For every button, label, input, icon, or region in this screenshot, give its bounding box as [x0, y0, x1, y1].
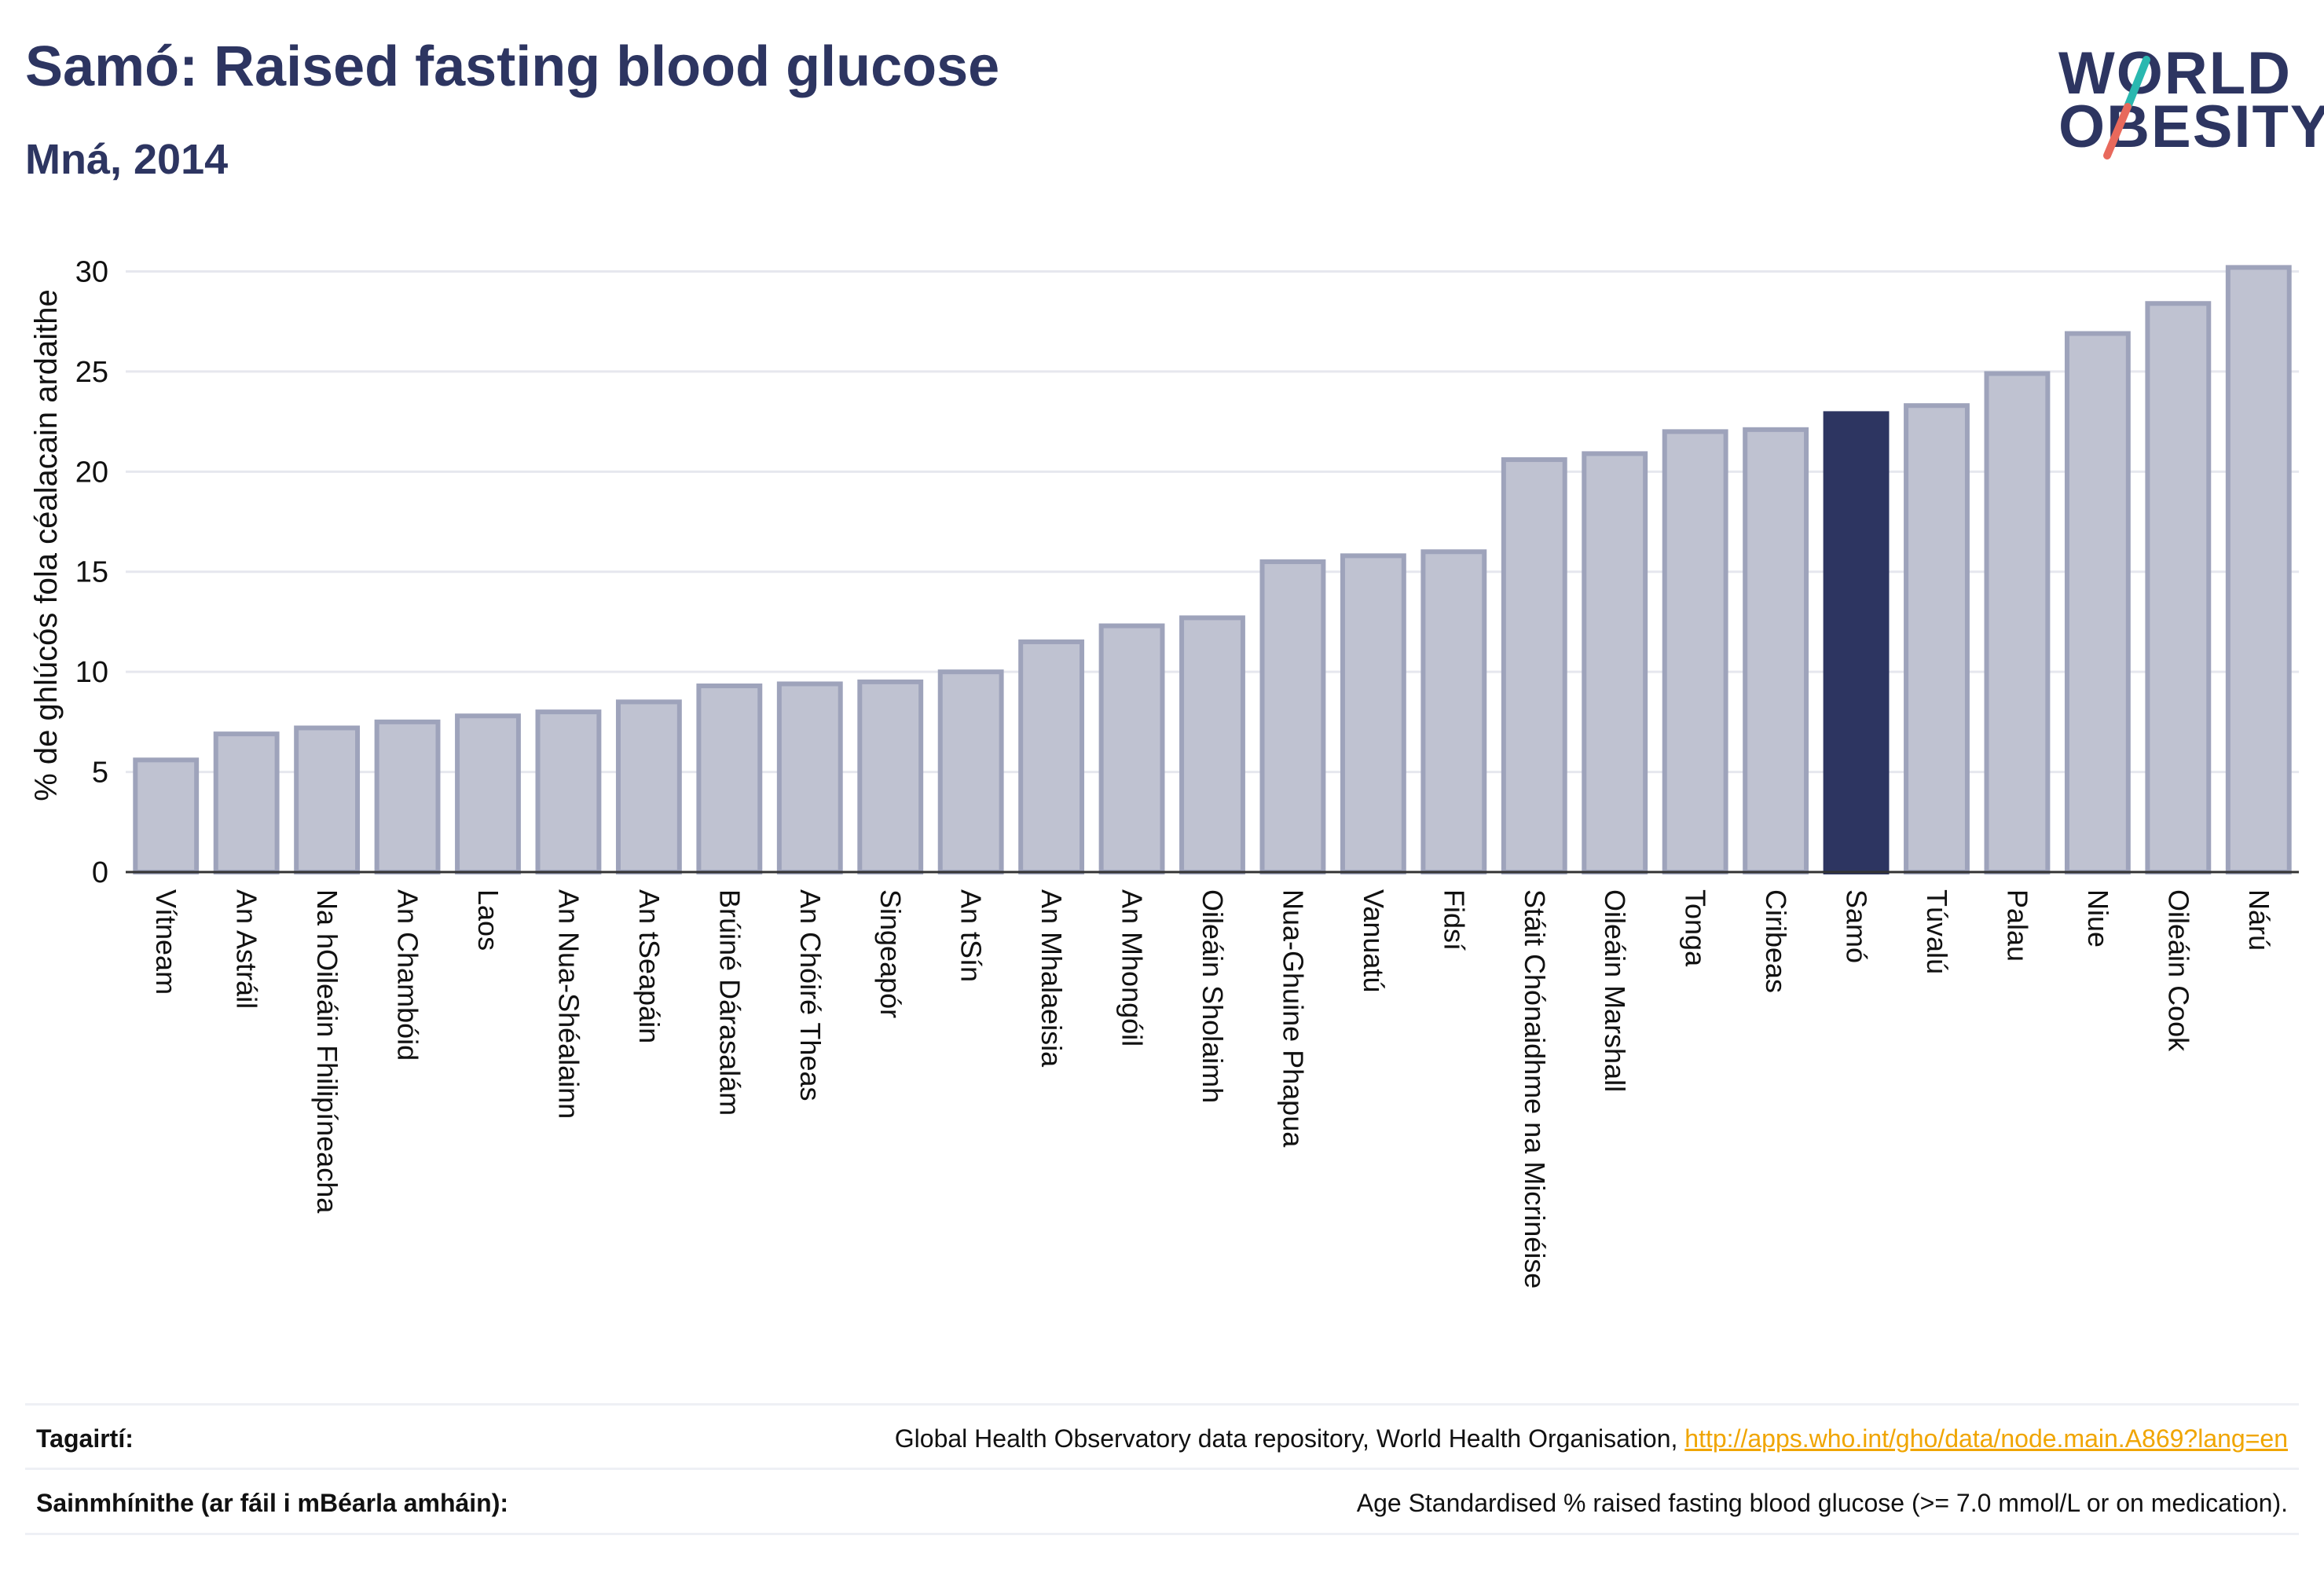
definitions-row: Sainmhínithe (ar fáil i mBéarla amháin):… [25, 1468, 2299, 1535]
x-tick-label: Laos [472, 889, 504, 951]
references-value: Global Health Observatory data repositor… [895, 1424, 2288, 1453]
bar-14[interactable] [1179, 615, 1245, 875]
definitions-value: Age Standardised % raised fasting blood … [1356, 1489, 2288, 1517]
x-tick-label: An tSeapáin [633, 889, 665, 1043]
x-tick-label: An Chambóid [392, 889, 424, 1061]
chart-title: Samó: Raised fasting blood glucose [25, 35, 1000, 98]
references-text: Global Health Observatory data repositor… [894, 1424, 1685, 1453]
bar-5[interactable] [455, 713, 521, 875]
bar-7[interactable] [615, 699, 682, 874]
x-tick-label: Ciribeas [1760, 889, 1792, 993]
bar-11[interactable] [937, 669, 1004, 875]
bar-26[interactable] [2145, 301, 2212, 874]
x-tick-label: An Mhongóil [1116, 889, 1149, 1046]
x-tick-label: Vanuatú [1358, 889, 1390, 992]
x-tick-label: Tonga [1680, 889, 1712, 967]
x-tick-label: An tSín [955, 889, 988, 982]
bar-chart: 0 5 10 15 20 25 30 Vítneam An Astráil Na hOileáin… [29, 255, 2299, 1288]
bar-8[interactable] [696, 684, 763, 874]
x-tick-label: An Nua-Shéalainn [552, 889, 585, 1119]
y-tick-label: 5 [92, 757, 108, 790]
y-tick-label: 25 [75, 356, 108, 389]
references-label: Tagairtí: [36, 1424, 134, 1453]
x-tick-label: Palau [2001, 889, 2033, 962]
bar-19[interactable] [1582, 451, 1648, 874]
bar-24[interactable] [1984, 371, 2051, 874]
axes: 0 5 10 15 20 25 30 Vítneam An Astráil Na hOileáin… [75, 255, 2299, 1288]
logo-line-1: WORLD [2058, 40, 2293, 107]
bar-20[interactable] [1662, 429, 1728, 874]
x-tick-label: Niue [2082, 889, 2114, 947]
bar-21[interactable] [1743, 427, 1809, 874]
x-tick-label: Stáit Chónaidhme na Micrinéise [1519, 889, 1551, 1288]
bar-25[interactable] [2064, 331, 2131, 874]
x-tick-label: Brúiné Dárasalám [713, 889, 746, 1116]
bar-13[interactable] [1098, 623, 1165, 874]
bar-1[interactable] [133, 757, 200, 875]
bar-17[interactable] [1420, 549, 1487, 874]
y-axis-label: % de ghlúcós fola céalacain ardaithe [29, 289, 64, 801]
x-tick-label: Nua-Ghuine Phapua [1277, 889, 1309, 1148]
bar-18[interactable] [1501, 457, 1567, 874]
x-tick-label: Túvalú [1921, 889, 1953, 974]
bar-23[interactable] [1904, 403, 1970, 874]
bar-3[interactable] [294, 725, 361, 874]
bar-22[interactable] [1823, 411, 1890, 874]
bar-2[interactable] [213, 731, 280, 875]
logo-line-2: OBESITY [2058, 93, 2324, 160]
references-link[interactable]: http://apps.who.int/gho/data/node.main.A… [1684, 1424, 2288, 1453]
logo-slash-icon [2103, 56, 2150, 159]
x-tick-label: Na hOileáin Fhilipíneacha [311, 889, 343, 1214]
y-tick-label: 15 [75, 556, 108, 589]
y-tick-label: 20 [75, 456, 108, 489]
x-tick-label: Samó [1841, 889, 1873, 963]
x-tick-label: Oileáin Cook [2162, 889, 2194, 1052]
bars [133, 265, 2292, 875]
y-tick-label: 0 [92, 856, 108, 889]
bar-16[interactable] [1340, 553, 1406, 875]
x-tick-label: An Chóiré Theas [794, 889, 827, 1101]
bar-9[interactable] [776, 681, 843, 874]
x-tick-label: Singeapór [874, 889, 907, 1018]
world-obesity-logo: WORLD OBESITY [2043, 28, 2324, 170]
x-tick-label: An Astráil [231, 889, 263, 1009]
bar-27[interactable] [2225, 265, 2292, 874]
x-tick-label: Oileáin Sholaimh [1197, 889, 1229, 1103]
chart-subtitle: Mná, 2014 [25, 136, 229, 183]
bar-12[interactable] [1018, 639, 1085, 874]
bar-10[interactable] [857, 679, 924, 874]
bar-15[interactable] [1259, 559, 1326, 874]
x-tick-label: Oileáin Marshall [1599, 889, 1631, 1092]
references-row: Tagairtí: Global Health Observatory data… [25, 1403, 2299, 1468]
y-tick-label: 10 [75, 656, 108, 689]
x-tick-label: Nárú [2243, 889, 2275, 951]
y-tick-label: 30 [75, 255, 108, 288]
x-tick-label: Fidsí [1438, 889, 1470, 951]
x-tick-label: An Mhalaeisia [1036, 889, 1068, 1068]
bar-4[interactable] [374, 719, 441, 874]
bar-6[interactable] [535, 709, 602, 874]
x-tick-label: Vítneam [150, 889, 182, 995]
definitions-label: Sainmhínithe (ar fáil i mBéarla amháin): [36, 1489, 509, 1517]
